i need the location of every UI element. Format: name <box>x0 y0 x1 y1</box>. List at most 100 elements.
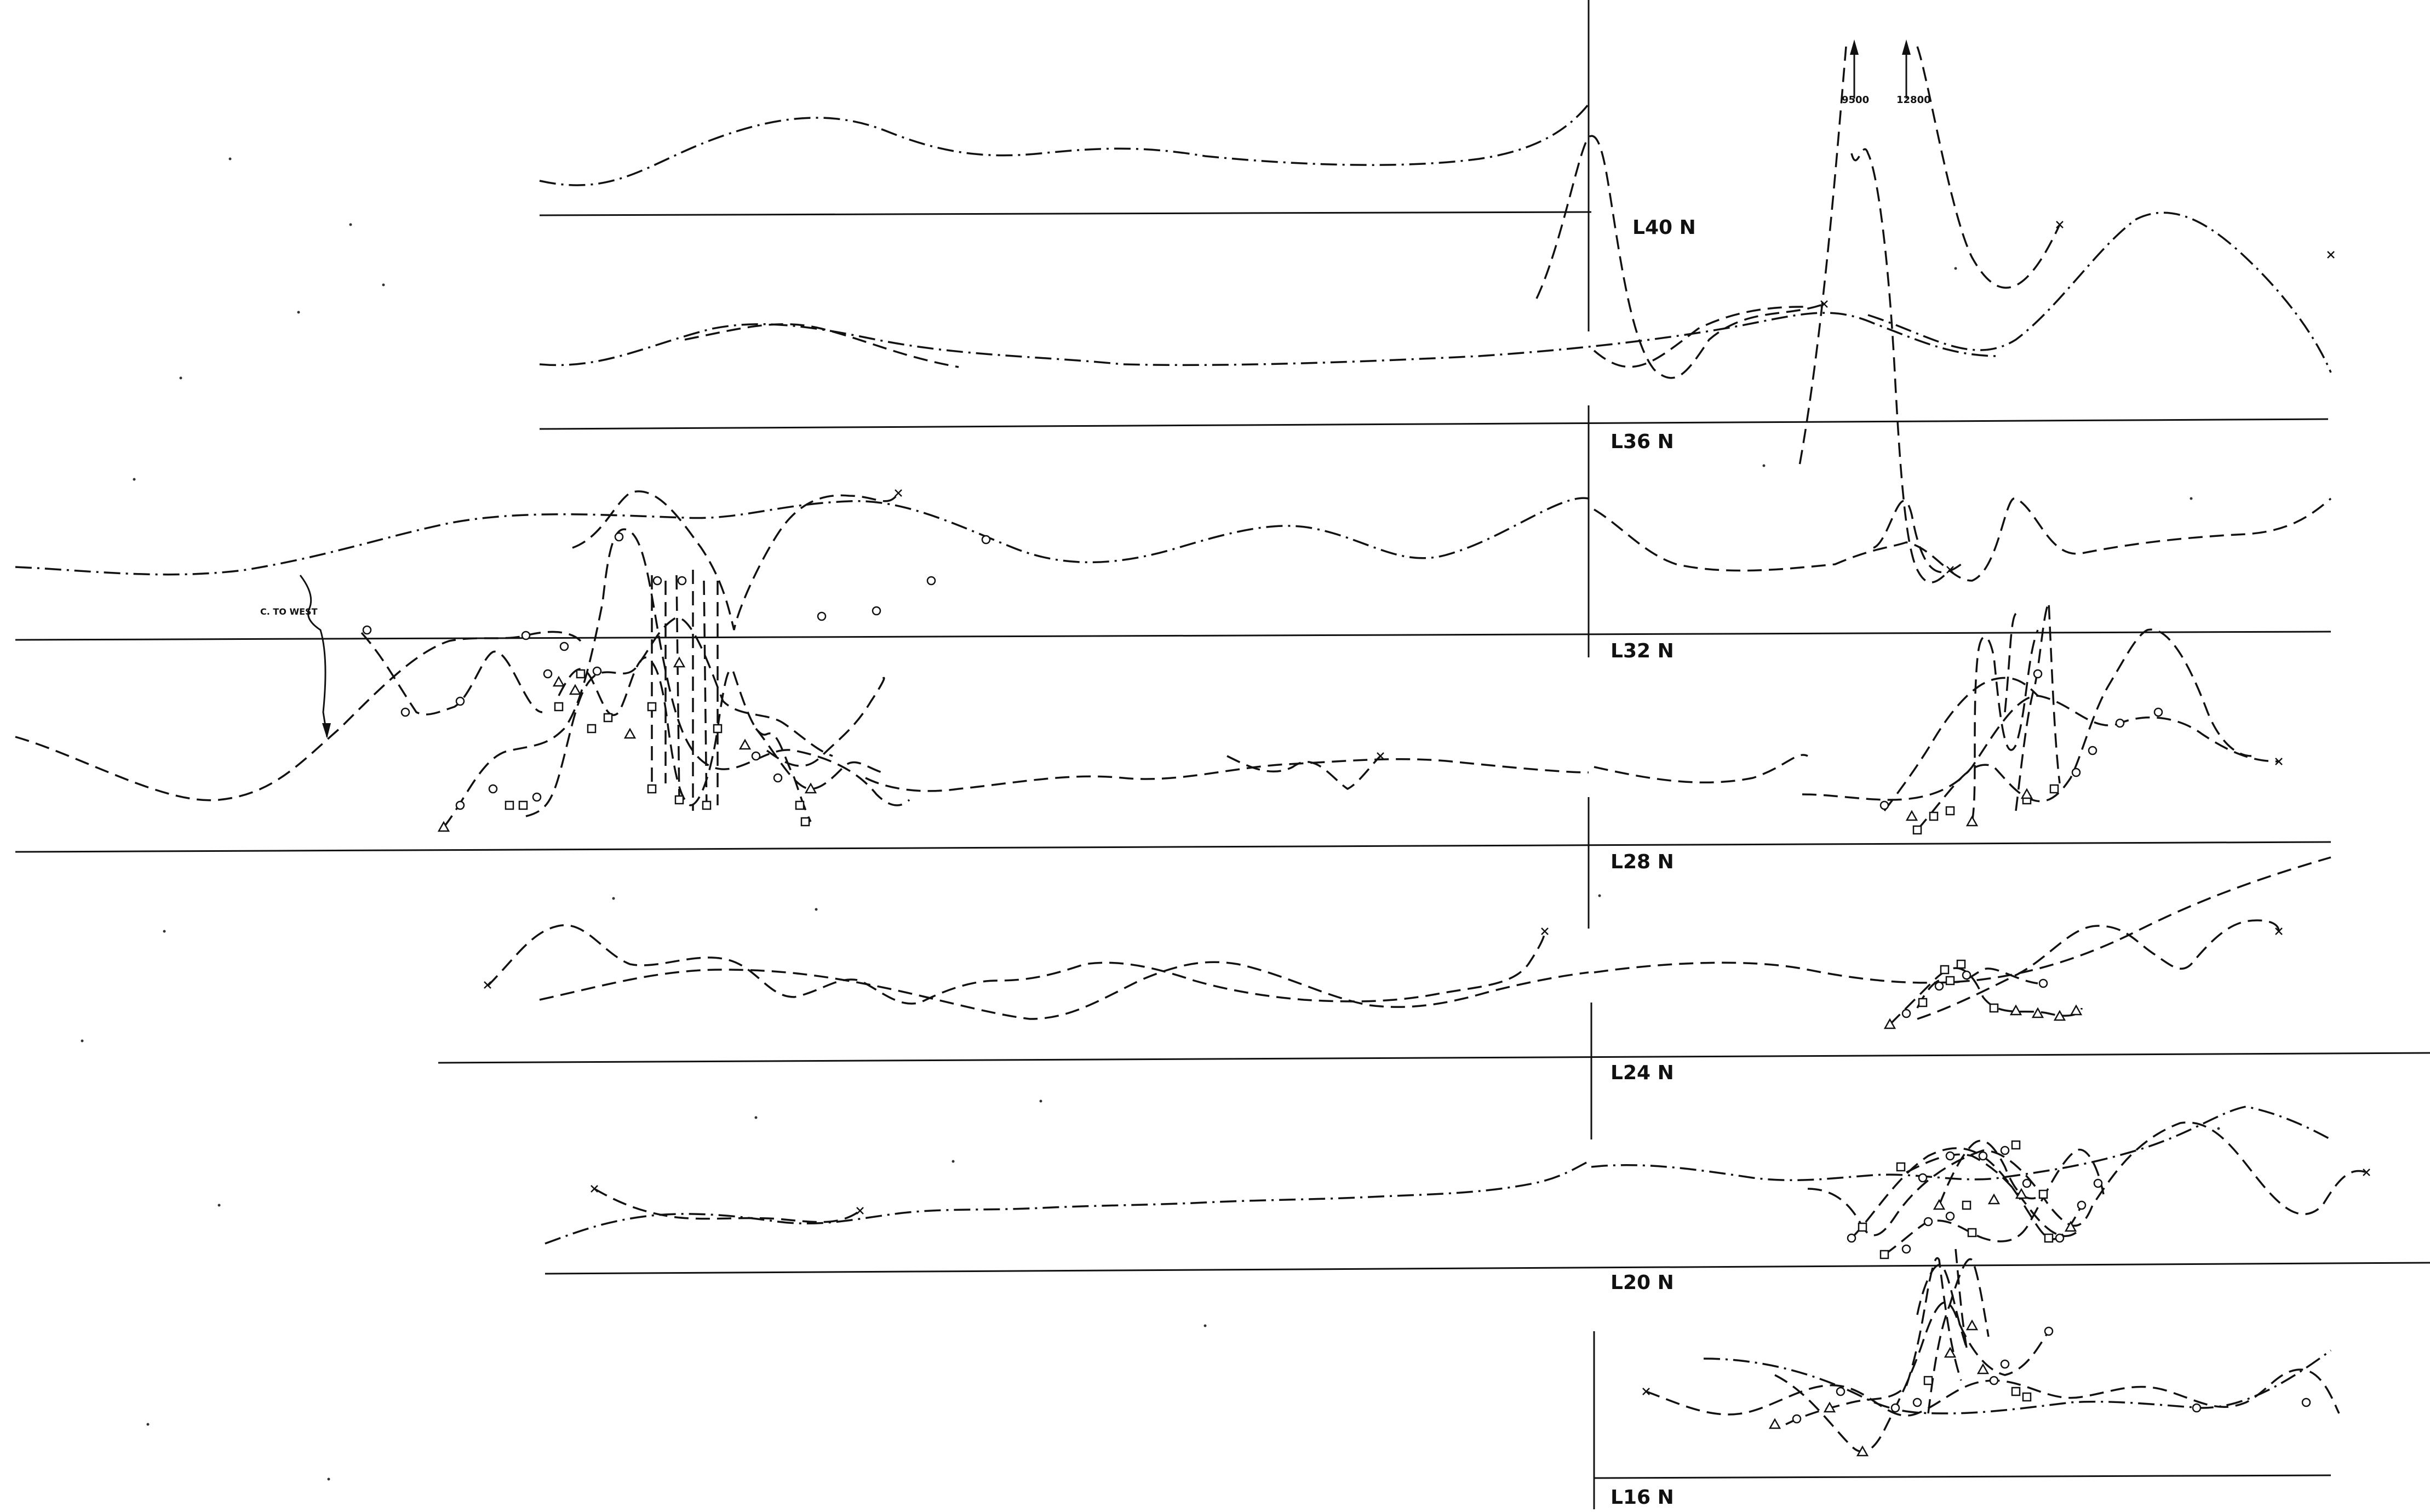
station-marker <box>873 607 880 615</box>
baseline-l24 <box>438 1053 2430 1063</box>
speck <box>815 908 818 911</box>
station-marker <box>2011 1006 2021 1015</box>
line-label-l36: L36 N <box>1611 431 1674 453</box>
speck <box>147 1423 150 1426</box>
station-marker <box>1907 811 1917 820</box>
station-marker <box>577 670 584 678</box>
speck <box>612 897 615 900</box>
station-marker <box>1848 1234 1855 1242</box>
baseline-l16 <box>1594 1475 2331 1478</box>
station-marker <box>1963 971 1970 979</box>
station-marker <box>674 658 684 667</box>
station-marker <box>554 677 564 686</box>
profiles-l20 <box>545 1107 2366 1255</box>
station-marker <box>2039 1190 2047 1198</box>
profile-curve <box>1775 1302 2049 1452</box>
profile-curve <box>15 498 1589 575</box>
station-marker <box>774 774 782 782</box>
station-marker <box>818 612 826 620</box>
speck <box>163 930 166 933</box>
station-marker <box>2045 1327 2053 1335</box>
arrowhead-icon <box>1902 39 1911 55</box>
station-marker <box>740 740 750 749</box>
profile-curve <box>1704 1350 2331 1413</box>
line-label-l32: L32 N <box>1611 640 1674 662</box>
baseline-l28 <box>15 842 2331 852</box>
profile-curve <box>1594 307 1808 367</box>
line-label-l20: L20 N <box>1611 1272 1674 1294</box>
station-marker <box>654 577 661 585</box>
station-marker <box>648 785 656 793</box>
baseline-l20 <box>545 1263 2430 1274</box>
station-marker <box>1967 1321 1977 1330</box>
speck <box>349 224 352 226</box>
profiles-l36 <box>540 307 1999 367</box>
station-marker <box>1946 1152 1954 1160</box>
station-marker <box>1924 1218 1932 1225</box>
station-marker <box>796 801 804 809</box>
station-marker <box>2022 789 2032 798</box>
station-marker <box>2050 785 2058 793</box>
reference-axis <box>1589 0 1594 1509</box>
speck <box>218 1204 221 1207</box>
station-marker <box>2302 1399 2310 1406</box>
station-marker <box>752 752 760 760</box>
station-marker <box>982 536 990 543</box>
station-marker <box>675 796 683 804</box>
station-marker <box>489 785 497 793</box>
station-marker <box>1990 1377 1998 1384</box>
profile-curve <box>866 759 1589 791</box>
offscale-value-1: 9500 <box>1842 94 1869 106</box>
station-marker <box>570 685 580 694</box>
profiles-l32 <box>15 491 2331 630</box>
station-marker <box>1946 807 1954 815</box>
station-marker <box>2001 1360 2009 1368</box>
station-marker <box>402 708 409 716</box>
station-marker <box>2034 670 2042 678</box>
station-markers <box>363 221 2370 1456</box>
speck <box>180 377 182 380</box>
profile-curve <box>1884 678 2038 811</box>
line-label-l28: L28 N <box>1611 851 1674 873</box>
speck <box>1598 895 1601 897</box>
line-label-l24: L24 N <box>1611 1062 1674 1084</box>
station-marker <box>1967 817 1977 826</box>
station-marker <box>1934 1200 1944 1209</box>
station-marker <box>1892 1404 1899 1412</box>
station-marker <box>625 729 635 738</box>
station-marker <box>1837 1388 1844 1395</box>
profile-curve <box>15 632 581 800</box>
station-marker <box>1913 1399 1921 1406</box>
profile-curve <box>1873 501 1961 572</box>
station-marker <box>1913 826 1921 834</box>
station-marker <box>2094 1179 2102 1187</box>
station-marker <box>2045 1234 2053 1242</box>
profile-curve <box>540 962 1589 1019</box>
profile-curve <box>685 324 959 367</box>
station-marker <box>1978 1365 1988 1373</box>
speck <box>1040 1100 1042 1103</box>
profile-curve <box>767 678 884 766</box>
cross-marker-icon <box>2328 251 2334 258</box>
station-marker <box>1990 1004 1998 1012</box>
station-marker <box>1935 982 1943 990</box>
speck <box>1955 267 1957 270</box>
station-marker <box>2012 1388 2020 1395</box>
station-marker <box>1979 1152 1987 1160</box>
station-marker <box>714 725 721 732</box>
station-marker <box>2078 1201 2085 1209</box>
baseline-l36 <box>540 419 2328 429</box>
station-marker <box>2056 1234 2064 1242</box>
station-marker <box>1902 1245 1910 1253</box>
station-marker <box>555 703 563 711</box>
station-marker <box>1881 1251 1888 1258</box>
station-marker <box>801 818 809 826</box>
profile-curve <box>1594 755 1808 782</box>
speck <box>328 1478 330 1481</box>
baseline-l40 <box>540 212 1591 215</box>
profile-curve <box>1917 629 2251 830</box>
profiles-l28 <box>15 529 2279 830</box>
speck <box>755 1116 758 1119</box>
